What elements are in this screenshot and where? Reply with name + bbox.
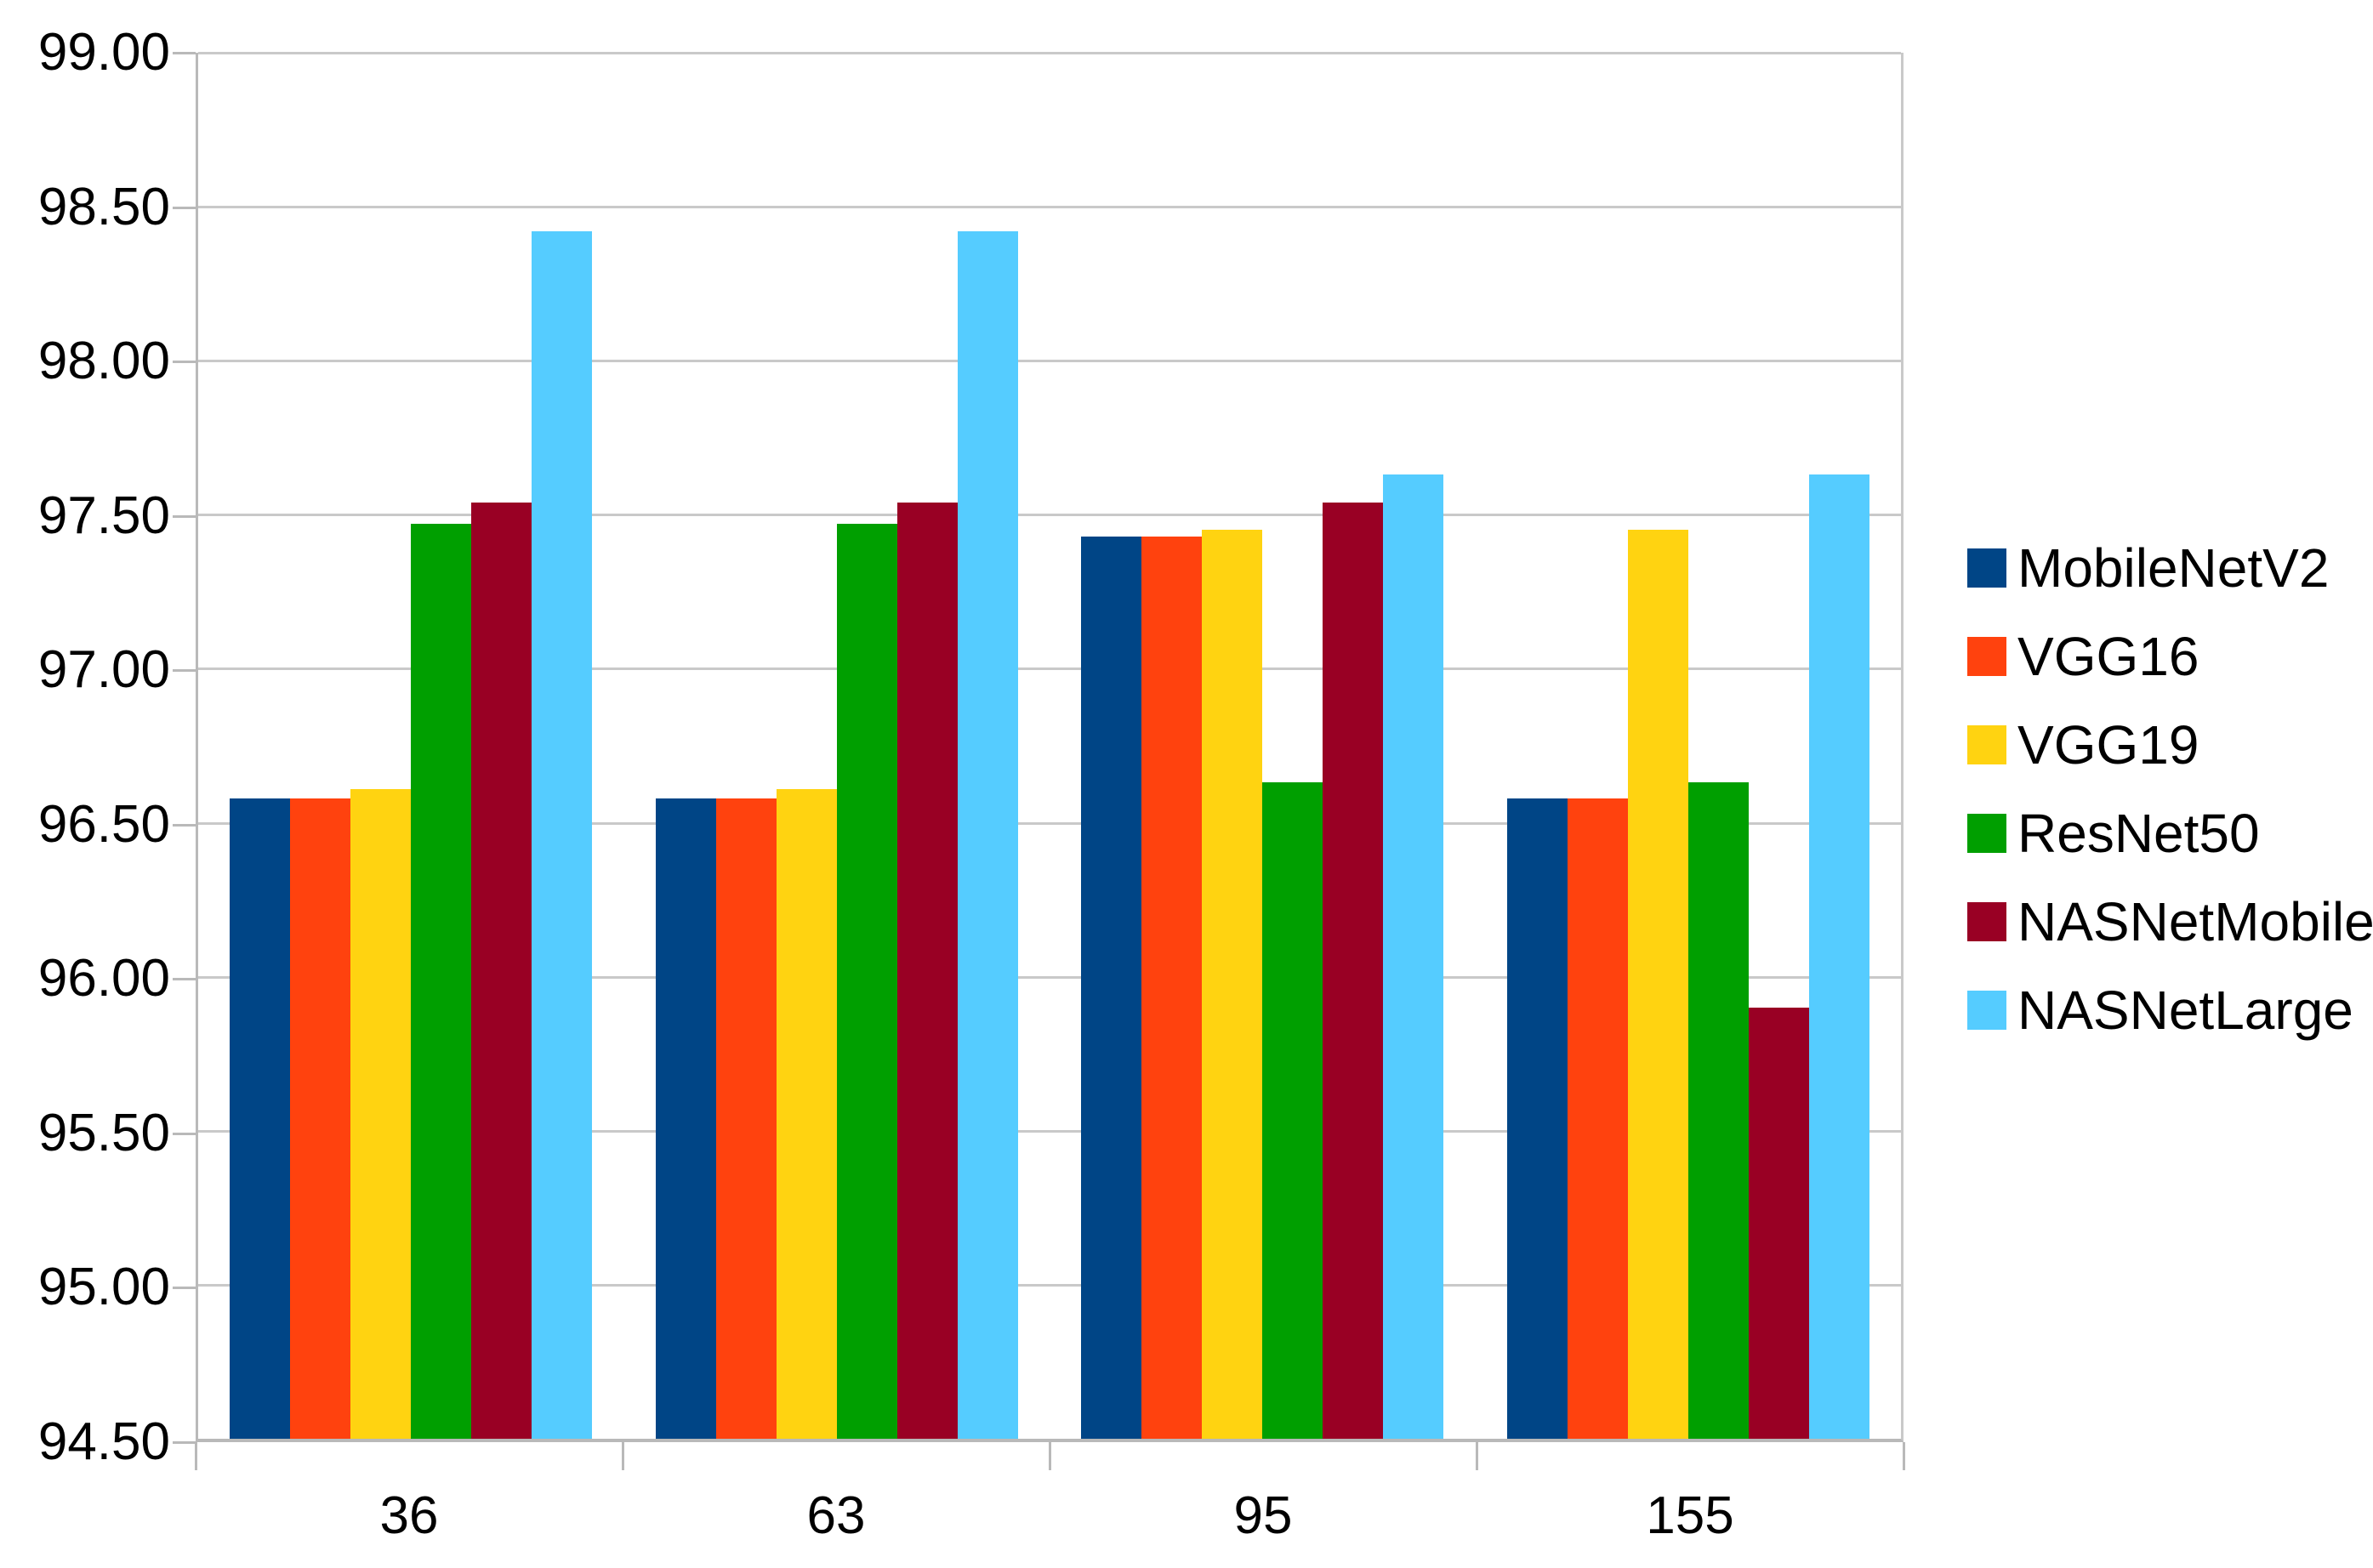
bar-group-155	[1476, 53, 1902, 1439]
bar-NASNetLarge-155	[1808, 474, 1869, 1439]
legend-swatch-icon	[1967, 991, 2006, 1030]
x-axis-tick	[1476, 1442, 1478, 1470]
legend-label: NASNetMobile	[2017, 891, 2373, 952]
bar-NASNetLarge-95	[1383, 474, 1444, 1439]
bar-NASNetMobile-63	[896, 502, 958, 1439]
plot-area	[196, 52, 1904, 1442]
gridline	[198, 52, 1901, 54]
y-axis-tick	[173, 669, 196, 673]
x-axis-tick	[622, 1442, 624, 1470]
y-axis-tick	[173, 823, 196, 827]
legend-swatch-icon	[1967, 725, 2006, 764]
legend-swatch-icon	[1967, 637, 2006, 676]
bar-VGG19-155	[1627, 530, 1688, 1439]
bar-NASNetLarge-63	[957, 231, 1018, 1439]
gridline	[198, 821, 1901, 825]
legend-item-VGG16: VGG16	[1967, 625, 2373, 688]
bar-MobileNetV2-63	[655, 798, 716, 1439]
bar-VGG16-63	[715, 798, 777, 1439]
bar-group-36	[198, 53, 624, 1439]
legend: MobileNetV2 VGG16 VGG19 ResNet50 NASNetMobil…	[1967, 537, 2373, 1042]
gridline	[198, 514, 1901, 517]
y-axis-label: 95.50	[37, 1103, 170, 1162]
x-axis-tick	[195, 1442, 197, 1470]
legend-swatch-icon	[1967, 902, 2006, 941]
bar-VGG16-36	[290, 798, 351, 1439]
bar-ResNet50-36	[411, 524, 472, 1439]
bar-VGG19-36	[350, 788, 412, 1439]
gridline	[198, 668, 1901, 671]
x-axis-label-63: 63	[806, 1486, 866, 1545]
y-axis-tick	[173, 1441, 196, 1444]
y-axis-tick	[173, 1132, 196, 1135]
x-axis-tick	[1049, 1442, 1051, 1470]
legend-swatch-icon	[1967, 548, 2006, 588]
y-axis-tick	[173, 978, 196, 981]
legend-label: MobileNetV2	[2017, 537, 2330, 599]
y-axis-label: 96.00	[37, 949, 170, 1008]
y-axis-label: 98.00	[37, 332, 170, 391]
legend-label: VGG19	[2017, 714, 2199, 775]
bar-MobileNetV2-155	[1506, 798, 1568, 1439]
bar-VGG16-155	[1567, 798, 1628, 1439]
x-axis-tick	[1903, 1442, 1905, 1470]
bar-VGG16-95	[1141, 536, 1203, 1439]
y-axis-label: 97.50	[37, 486, 170, 545]
bar-MobileNetV2-95	[1081, 536, 1142, 1439]
bar-MobileNetV2-36	[230, 798, 291, 1439]
legend-label: VGG16	[2017, 626, 2199, 687]
y-axis-tick	[173, 361, 196, 364]
bar-ResNet50-95	[1262, 782, 1323, 1439]
bar-NASNetMobile-95	[1323, 502, 1384, 1439]
y-axis-tick	[173, 514, 196, 518]
legend-item-VGG19: VGG19	[1967, 713, 2373, 776]
legend-item-ResNet50: ResNet50	[1967, 802, 2373, 865]
legend-label: NASNetLarge	[2017, 980, 2353, 1041]
y-axis-label: 98.50	[37, 177, 170, 236]
gridline	[198, 975, 1901, 979]
bar-ResNet50-155	[1687, 782, 1749, 1439]
legend-item-MobileNetV2: MobileNetV2	[1967, 537, 2373, 599]
bar-ResNet50-63	[836, 524, 897, 1439]
legend-item-NASNetMobile: NASNetMobile	[1967, 890, 2373, 953]
y-axis-label: 96.50	[37, 794, 170, 854]
y-axis-label: 94.50	[37, 1412, 170, 1471]
bar-group-95	[1050, 53, 1476, 1439]
gridline	[198, 206, 1901, 209]
y-axis-label: 99.00	[37, 23, 170, 82]
x-axis-label-36: 36	[379, 1486, 439, 1545]
y-axis-tick	[173, 1287, 196, 1290]
gridline	[198, 1283, 1901, 1287]
bar-VGG19-95	[1202, 530, 1263, 1439]
y-axis-tick	[173, 206, 196, 209]
legend-swatch-icon	[1967, 814, 2006, 853]
legend-item-NASNetLarge: NASNetLarge	[1967, 979, 2373, 1042]
bar-NASNetLarge-36	[532, 231, 593, 1439]
bar-VGG19-63	[776, 788, 837, 1439]
bar-NASNetMobile-155	[1748, 1007, 1809, 1439]
legend-label: ResNet50	[2017, 803, 2260, 864]
gridline	[198, 1129, 1901, 1133]
bar-NASNetMobile-36	[471, 502, 532, 1439]
y-axis-label: 95.00	[37, 1258, 170, 1317]
bar-group-63	[624, 53, 1050, 1439]
gridline	[198, 360, 1901, 363]
y-axis-tick	[173, 52, 196, 54]
x-axis-label-155: 155	[1646, 1486, 1734, 1545]
y-axis-label: 97.00	[37, 640, 170, 700]
x-axis-label-95: 95	[1233, 1486, 1293, 1545]
